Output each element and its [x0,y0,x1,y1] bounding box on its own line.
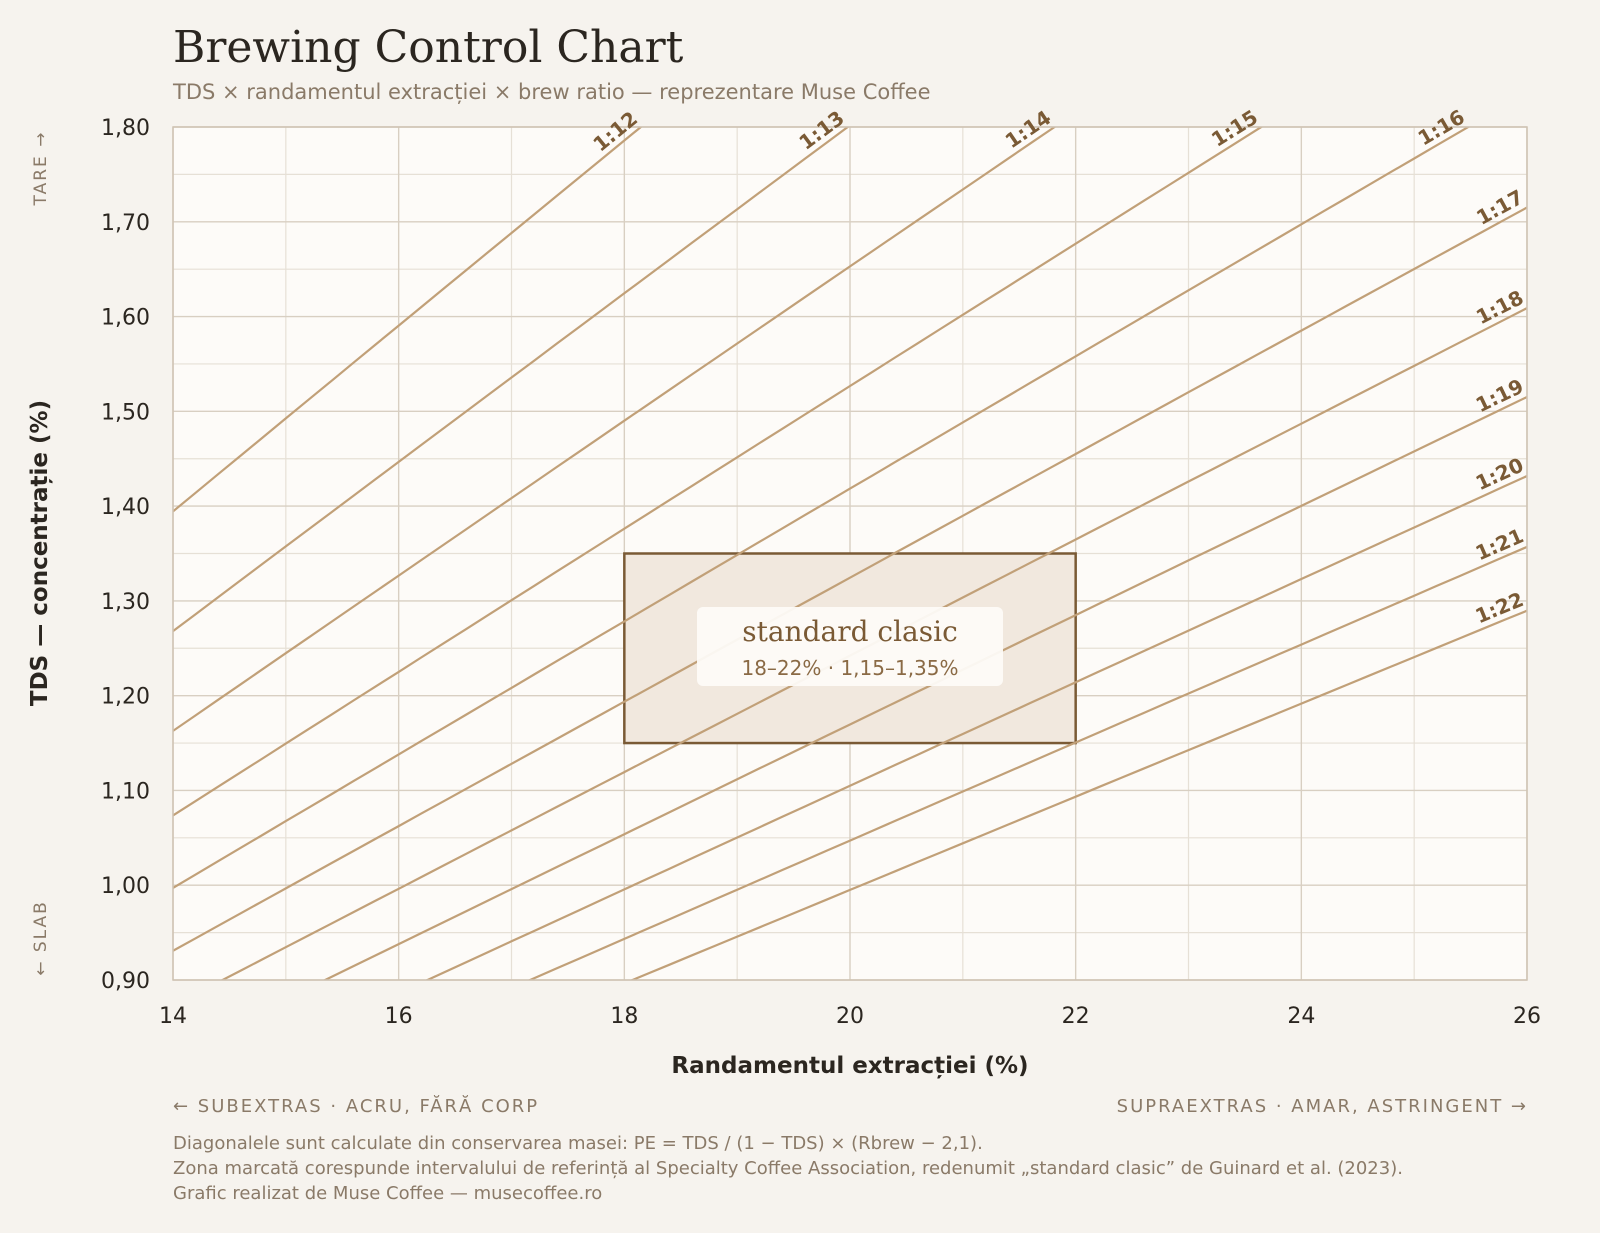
ratio-lines [173,127,1527,980]
note-zone: Zona marcată corespunde intervalului de … [173,1158,1403,1179]
y-tick-label: 1,30 [101,590,150,615]
ratio-line-1-17 [173,206,1527,952]
zone-label-box [697,607,1003,686]
ratio-line-1-13 [173,127,850,632]
y-tick-label: 1,70 [101,211,150,236]
zone-label-range: 18–22% · 1,15–1,35% [741,656,958,680]
x-tick-label: 20 [836,1004,864,1029]
y-tick-label: 0,90 [101,969,150,994]
ratio-line-1-12 [173,127,643,513]
x-tick-label: 26 [1513,1004,1541,1029]
ratio-line-1-15 [173,127,1264,817]
ratio-line-1-20 [424,474,1527,980]
y-tick-label: 1,80 [101,116,150,141]
notes: Diagonalele sunt calculate din conservar… [173,1131,1403,1206]
zone-label: standard clasic 18–22% · 1,15–1,35% [697,607,1003,686]
ratio-line-1-14 [173,127,1057,732]
plot-frame [172,126,1528,981]
x-tick-label: 18 [610,1004,638,1029]
ratio-line-1-19 [322,396,1527,980]
x-tick-label: 24 [1287,1004,1315,1029]
y-tick-label: 1,40 [101,495,150,520]
y-axis-ticks: 0,90 1,00 1,10 1,20 1,30 1,40 1,50 1,60 1,70 1,80 [101,116,150,994]
ratio-line-1-16 [173,127,1471,889]
ratio-line-1-22 [629,609,1527,980]
x-tick-label: 22 [1062,1004,1090,1029]
y-tick-label: 1,50 [101,400,150,425]
note-credit: Grafic realizat de Muse Coffee — musecof… [173,1183,603,1204]
chart-title: Brewing Control Chart [173,22,684,73]
y-tick-label: 1,60 [101,306,150,331]
underextracted-note: ← SUBEXTRAS · ACRU, FĂRĂ CORP [173,1096,540,1117]
y-tick-label: 1,10 [101,779,150,804]
overextracted-note: SUPRAEXTRAS · AMAR, ASTRINGENT → [1116,1096,1528,1117]
zone-label-title: standard clasic [742,615,958,648]
x-axis-ticks: 14 16 18 20 22 24 26 [159,1004,1541,1029]
y-axis-label: TDS — concentrație (%) [27,400,53,706]
x-tick-label: 16 [385,1004,413,1029]
y-tick-label: 1,00 [101,874,150,899]
y-annotation-strong: TARE → [31,131,51,207]
note-formula: Diagonalele sunt calculate din conservar… [173,1133,983,1154]
ratio-line-1-21 [527,545,1527,980]
y-annotation-weak: ← SLAB [31,900,51,976]
chart-subtitle: TDS × randamentul extracției × brew rati… [173,80,931,104]
y-tick-label: 1,20 [101,685,150,710]
x-axis-label: Randamentul extracției (%) [671,1053,1028,1079]
x-tick-label: 14 [159,1004,187,1029]
